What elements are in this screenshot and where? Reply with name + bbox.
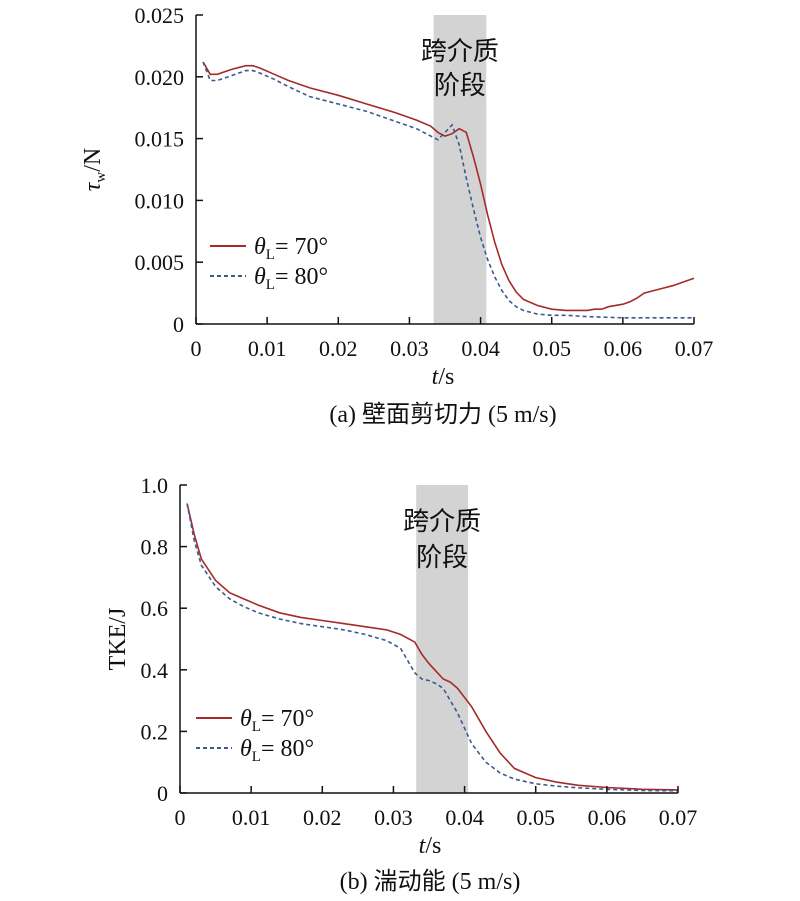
legend-label-2: θL= 80° [240, 736, 314, 765]
y-tick-label: 0.010 [135, 188, 185, 213]
x-tick-label: 0.01 [232, 805, 271, 830]
x-tick-label: 0 [175, 805, 186, 830]
y-tick-label: 0.6 [141, 596, 169, 621]
series-line-2 [202, 61, 694, 319]
legend: θL= 70°θL= 80° [196, 706, 314, 765]
series-layer [186, 503, 679, 792]
y-tick-label: 0 [173, 312, 184, 337]
y-axis-label: τw/N [80, 148, 109, 191]
legend-label-2: θL= 80° [254, 264, 328, 293]
y-tick-label: 0.025 [135, 3, 185, 28]
y-axis-label-subscript: w [93, 172, 109, 183]
panel-caption: (b) 湍动能 (5 m/s) [340, 868, 521, 895]
x-tick-label: 0.06 [604, 336, 643, 361]
y-axis-label-symbol: τ [80, 181, 106, 191]
series-line-1 [186, 503, 679, 791]
x-tick-label: 0.04 [461, 336, 500, 361]
x-tick-label: 0.07 [659, 805, 698, 830]
band-label-line2: 阶段 [416, 543, 468, 572]
shaded-band [416, 485, 469, 793]
y-tick-label: 0 [157, 781, 168, 806]
x-tick-label: 0 [191, 336, 202, 361]
y-tick-label: 1.0 [141, 473, 169, 498]
y-tick-label: 0.020 [135, 65, 185, 90]
y-tick-label: 0.2 [141, 719, 169, 744]
y-tick-label: 0.005 [135, 250, 185, 275]
panel-caption: (a) 壁面剪切力 (5 m/s) [329, 401, 556, 428]
x-tick-label: 0.05 [516, 805, 555, 830]
chart-panel-a: 跨介质 阶段 0 0.01 0.02 0.03 0.04 0.05 0.06 0.07 0 0.0… [80, 3, 713, 428]
y-tick-label: 0.015 [135, 127, 185, 152]
x-tick-label: 0.04 [445, 805, 484, 830]
y-tick-label: 0.4 [141, 658, 169, 683]
ticks-layer: 0 0.01 0.02 0.03 0.04 0.05 0.06 0.07 0 0.005 0.010… [135, 3, 714, 361]
x-tick-label: 0.05 [532, 336, 571, 361]
band-label-line2: 阶段 [434, 71, 486, 100]
chart-panel-b: 跨介质 阶段 0 0.01 0.02 0.03 0.04 0.05 0.06 0.07 0 0.2… [105, 473, 697, 895]
x-tick-label: 0.01 [248, 336, 287, 361]
legend: θL= 70°θL= 80° [210, 234, 328, 293]
x-axis-label: t/s [419, 833, 442, 859]
band-label-line1: 跨介质 [403, 507, 481, 536]
series-line-1 [202, 61, 695, 312]
x-axis-label: t/s [432, 364, 455, 390]
x-tick-label: 0.02 [303, 805, 342, 830]
ticks-layer: 0 0.01 0.02 0.03 0.04 0.05 0.06 0.07 0 0.2 0.4 0.6 0… [141, 473, 698, 830]
y-axis-label: TKE/J [105, 608, 131, 671]
band-label-line1: 跨介质 [421, 37, 499, 66]
y-tick-label: 0.8 [141, 535, 169, 560]
x-tick-label: 0.03 [390, 336, 429, 361]
series-line-2 [186, 503, 679, 792]
x-tick-label: 0.03 [374, 805, 413, 830]
y-axis-label-unit: /N [80, 148, 106, 172]
legend-label-1: θL= 70° [240, 706, 314, 735]
x-tick-label: 0.02 [319, 336, 358, 361]
legend-label-1: θL= 70° [254, 234, 328, 263]
x-tick-label: 0.07 [675, 336, 714, 361]
x-tick-label: 0.06 [588, 805, 627, 830]
series-layer [202, 61, 695, 319]
